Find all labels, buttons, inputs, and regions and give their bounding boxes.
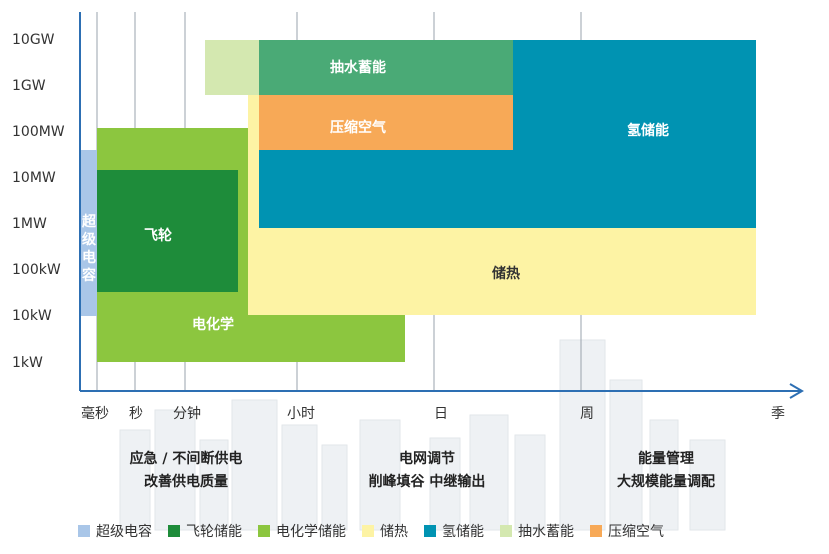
label-electrochem: 电化学: [192, 317, 234, 333]
y-tick-1mw: 1MW: [12, 216, 47, 232]
application-grid: 电网调节 削峰填谷 中继输出: [369, 448, 486, 494]
legend-item-thermal: 储热: [362, 521, 408, 541]
block-supercap: [81, 150, 97, 316]
block-electrochem-tail: [97, 315, 405, 362]
legend-swatch: [258, 525, 270, 537]
legend-swatch: [168, 525, 180, 537]
legend-label: 储热: [380, 524, 408, 540]
label-supercap: 超级电容: [82, 214, 96, 284]
label-pumped: 抽水蓄能: [330, 60, 386, 76]
y-tick-10mw: 10MW: [12, 170, 56, 186]
label-flywheel: 飞轮: [144, 228, 172, 244]
application-energy-mgmt: 能量管理 大规模能量调配: [617, 448, 715, 494]
y-tick-1kw: 1kW: [12, 355, 43, 371]
legend-label: 超级电容: [96, 524, 152, 540]
block-flywheel: [97, 170, 238, 292]
legend-swatch: [424, 525, 436, 537]
legend-label: 抽水蓄能: [518, 524, 574, 540]
application-emergency: 应急 / 不间断供电 改善供电质量: [130, 448, 243, 494]
label-thermal: 储热: [492, 266, 520, 282]
application-grid-line2: 削峰填谷 中继输出: [368, 474, 486, 490]
x-tick-min: 分钟: [173, 406, 201, 422]
legend-swatch: [500, 525, 512, 537]
legend-item-electrochem: 电化学储能: [258, 521, 346, 541]
legend-label: 飞轮储能: [186, 524, 242, 540]
legend-label: 电化学储能: [276, 524, 346, 540]
legend-item-flywheel: 飞轮储能: [168, 521, 242, 541]
x-tick-week: 周: [580, 406, 594, 422]
application-emergency-line2: 改善供电质量: [144, 474, 228, 490]
block-caes: [259, 95, 513, 150]
application-energy-mgmt-line1: 能量管理: [638, 451, 694, 467]
x-axis-arrow-icon: [789, 383, 804, 399]
legend-item-pumped: 抽水蓄能: [500, 521, 574, 541]
application-emergency-line1: 应急 / 不间断供电: [129, 451, 243, 467]
y-tick-100kw: 100kW: [12, 262, 61, 278]
x-tick-hour: 小时: [287, 406, 315, 422]
legend-item-caes: 压缩空气: [590, 521, 664, 541]
y-tick-1gw: 1GW: [12, 78, 46, 94]
legend: 超级电容 飞轮储能 电化学储能 储热 氢储能 抽水蓄能 压缩空气: [78, 521, 680, 541]
legend-swatch: [362, 525, 374, 537]
y-tick-10gw: 10GW: [12, 32, 55, 48]
legend-item-supercap: 超级电容: [78, 521, 152, 541]
block-pumped: [259, 40, 513, 95]
legend-item-hydrogen: 氢储能: [424, 521, 484, 541]
label-caes: 压缩空气: [330, 120, 386, 136]
y-tick-100mw: 100MW: [12, 124, 65, 140]
x-tick-day: 日: [434, 406, 448, 422]
block-pumped-light: [205, 40, 259, 95]
y-tick-10kw: 10kW: [12, 308, 52, 324]
application-energy-mgmt-line2: 大规模能量调配: [617, 474, 715, 490]
x-tick-ms: 毫秒: [81, 406, 109, 422]
legend-swatch: [590, 525, 602, 537]
legend-label: 压缩空气: [608, 524, 664, 540]
x-tick-sec: 秒: [129, 406, 143, 422]
legend-label: 氢储能: [442, 524, 484, 540]
application-grid-line1: 电网调节: [399, 451, 455, 467]
legend-swatch: [78, 525, 90, 537]
x-tick-season: 季: [771, 406, 785, 422]
label-hydrogen: 氢储能: [627, 123, 669, 139]
